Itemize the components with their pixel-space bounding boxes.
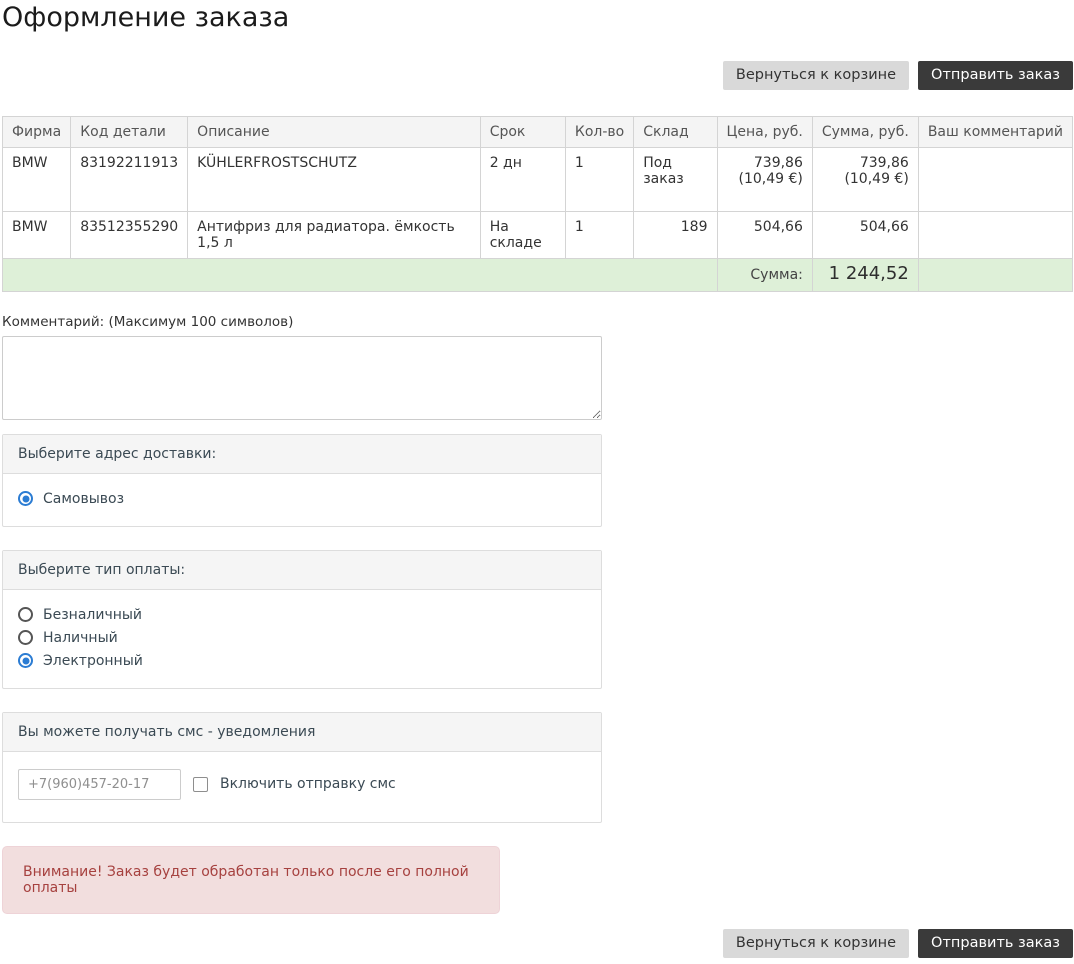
order-items-table: ФирмаКод деталиОписаниеСрокКол-воСкладЦе… xyxy=(2,116,1073,292)
payment-radio[interactable] xyxy=(18,607,33,622)
delivery-option-label: Самовывоз xyxy=(43,491,124,507)
table-cell: 1 xyxy=(565,211,633,258)
table-cell: BMW xyxy=(3,147,71,211)
delivery-address-panel: Выберите адрес доставки: Самовывоз xyxy=(2,434,602,527)
enable-sms-label: Включить отправку смс xyxy=(220,776,396,792)
back-to-cart-button-bottom[interactable]: Вернуться к корзине xyxy=(723,929,909,958)
table-header-cell: Код детали xyxy=(71,116,188,147)
warning-message: Внимание! Заказ будет обработан только п… xyxy=(2,846,500,914)
table-cell: На складе xyxy=(480,211,565,258)
table-cell: Антифриз для радиатора. ёмкость 1,5 л xyxy=(188,211,481,258)
payment-option-label: Безналичный xyxy=(43,607,142,623)
delivery-radio-checked[interactable] xyxy=(18,491,33,506)
table-header-row: ФирмаКод деталиОписаниеСрокКол-воСкладЦе… xyxy=(3,116,1073,147)
table-cell: KÜHLERFROSTSCHUTZ xyxy=(188,147,481,211)
checkout-page: Оформление заказа Вернуться к корзине От… xyxy=(2,0,1073,958)
table-cell: 2 дн xyxy=(480,147,565,211)
payment-option-label: Электронный xyxy=(43,653,143,669)
back-to-cart-button[interactable]: Вернуться к корзине xyxy=(723,61,909,90)
payment-radio[interactable] xyxy=(18,630,33,645)
table-row: BMW83512355290Антифриз для радиатора. ём… xyxy=(3,211,1073,258)
table-cell: 83192211913 xyxy=(71,147,188,211)
top-actions: Вернуться к корзине Отправить заказ xyxy=(2,61,1073,90)
table-header-cell: Сумма, руб. xyxy=(812,116,918,147)
summary-row: Сумма:1 244,52 xyxy=(3,258,1073,291)
table-cell: 189 xyxy=(634,211,717,258)
table-cell: 504,66 xyxy=(717,211,812,258)
comment-textarea[interactable] xyxy=(2,336,602,420)
table-cell: Под заказ xyxy=(634,147,717,211)
payment-option-label: Наличный xyxy=(43,630,118,646)
table-cell: 1 xyxy=(565,147,633,211)
summary-label: Сумма: xyxy=(717,258,812,291)
enable-sms-checkbox[interactable] xyxy=(193,777,208,792)
summary-comment-cell xyxy=(918,258,1072,291)
table-header-cell: Цена, руб. xyxy=(717,116,812,147)
sms-notification-panel: Вы можете получать смс - уведомления Вкл… xyxy=(2,712,602,823)
sms-panel-title: Вы можете получать смс - уведомления xyxy=(3,713,601,752)
delivery-panel-title: Выберите адрес доставки: xyxy=(3,435,601,474)
table-cell: 739,86 (10,49 €) xyxy=(717,147,812,211)
table-cell xyxy=(918,147,1072,211)
bottom-actions: Вернуться к корзине Отправить заказ xyxy=(2,929,1073,958)
page-title: Оформление заказа xyxy=(2,2,1073,33)
table-header-cell: Ваш комментарий xyxy=(918,116,1072,147)
sms-panel-body: Включить отправку смс xyxy=(3,752,601,822)
payment-option[interactable]: Электронный xyxy=(18,653,586,669)
delivery-options: Самовывоз xyxy=(3,474,601,526)
table-row: BMW83192211913KÜHLERFROSTSCHUTZ2 дн1Под … xyxy=(3,147,1073,211)
summary-total-value: 1 244,52 xyxy=(812,258,918,291)
table-header-cell: Кол-во xyxy=(565,116,633,147)
delivery-option[interactable]: Самовывоз xyxy=(18,491,586,507)
submit-order-button-bottom[interactable]: Отправить заказ xyxy=(918,929,1073,958)
comment-label: Комментарий: (Максимум 100 символов) xyxy=(2,314,1073,330)
phone-input[interactable] xyxy=(18,769,181,800)
table-header-cell: Фирма xyxy=(3,116,71,147)
payment-option[interactable]: Безналичный xyxy=(18,607,586,623)
payment-option[interactable]: Наличный xyxy=(18,630,586,646)
payment-radio-checked[interactable] xyxy=(18,653,33,668)
table-cell xyxy=(918,211,1072,258)
table-cell: 739,86 (10,49 €) xyxy=(812,147,918,211)
table-cell: BMW xyxy=(3,211,71,258)
payment-options: Безналичный Наличный Электронный xyxy=(3,590,601,688)
table-cell: 504,66 xyxy=(812,211,918,258)
payment-panel-title: Выберите тип оплаты: xyxy=(3,551,601,590)
summary-spacer xyxy=(3,258,718,291)
table-header-cell: Описание xyxy=(188,116,481,147)
table-header-cell: Срок xyxy=(480,116,565,147)
table-cell: 83512355290 xyxy=(71,211,188,258)
submit-order-button[interactable]: Отправить заказ xyxy=(918,61,1073,90)
payment-type-panel: Выберите тип оплаты: Безналичный Наличный… xyxy=(2,550,602,689)
table-header-cell: Склад xyxy=(634,116,717,147)
